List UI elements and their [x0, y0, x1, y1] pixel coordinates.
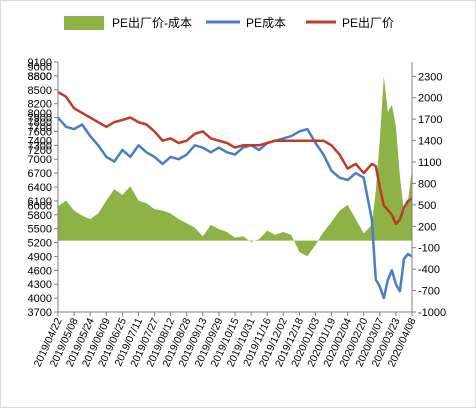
- line-series-price: [57, 91, 413, 226]
- right-tick-label: 1100: [418, 157, 442, 169]
- left-tick-label: 6700: [28, 168, 52, 180]
- right-tick-label: 800: [418, 178, 436, 190]
- left-tick-label: 8500: [28, 85, 52, 97]
- left-tick-label: 3700: [28, 307, 52, 319]
- right-tick-label: -1000: [418, 307, 446, 319]
- right-tick-label: -100: [418, 243, 440, 255]
- right-tick-label: 200: [418, 221, 436, 233]
- right-axis: -1000 -700 -400 -100 200 500 800 1100 1400 1700 20…: [411, 62, 446, 319]
- left-tick-label-minor: 7400: [28, 136, 52, 148]
- left-tick-label: 5500: [28, 224, 52, 236]
- right-tick-label: 500: [418, 200, 436, 212]
- left-tick-label: 4300: [28, 279, 52, 291]
- left-tick-label-minor: 8800: [28, 71, 52, 83]
- left-tick-label: 7900: [28, 113, 52, 125]
- legend-label-spread: PE出厂价-成本: [112, 16, 192, 30]
- left-tick-label: 9100: [28, 57, 52, 69]
- left-tick-label-minor: 7700: [28, 122, 52, 134]
- plot-area: [57, 76, 413, 300]
- left-tick-label-minor: 7800: [28, 117, 52, 129]
- left-tick-label: 7300: [28, 140, 52, 152]
- right-tick-label: 2300: [418, 71, 442, 83]
- left-tick-label: 4900: [28, 251, 52, 263]
- left-tick-label: 4000: [28, 293, 52, 305]
- right-tick-label: 2000: [418, 93, 442, 105]
- left-tick-label-minor: 6000: [28, 201, 52, 213]
- right-tick-label: 1400: [418, 136, 442, 148]
- left-tick-label: 7000: [28, 154, 52, 166]
- left-tick-label-minor: 8000: [28, 108, 52, 120]
- line-series-cost: [57, 116, 413, 300]
- left-tick-label: 8800: [28, 71, 52, 83]
- area-series-spread: [58, 76, 412, 257]
- legend-label-price: PE出厂价: [342, 16, 394, 30]
- legend-swatch-spread: [64, 16, 104, 30]
- right-tick-label: -700: [418, 286, 440, 298]
- left-tick-label: 6100: [28, 196, 52, 208]
- right-tick-label: -400: [418, 264, 440, 276]
- left-tick-label: 7600: [28, 126, 52, 138]
- left-tick-label-minor: 9000: [28, 62, 52, 74]
- left-tick-label: 4600: [28, 265, 52, 277]
- left-tick-label: 6400: [28, 182, 52, 194]
- left-tick-label-minor: 7200: [28, 145, 52, 157]
- left-tick-label: 8200: [28, 99, 52, 111]
- legend: PE出厂价-成本 PE成本 PE出厂价: [64, 16, 394, 30]
- left-tick-label: 5800: [28, 210, 52, 222]
- right-tick-label: 1700: [418, 114, 442, 126]
- left-tick-label: 5200: [28, 238, 52, 250]
- legend-label-cost: PE成本: [246, 16, 286, 30]
